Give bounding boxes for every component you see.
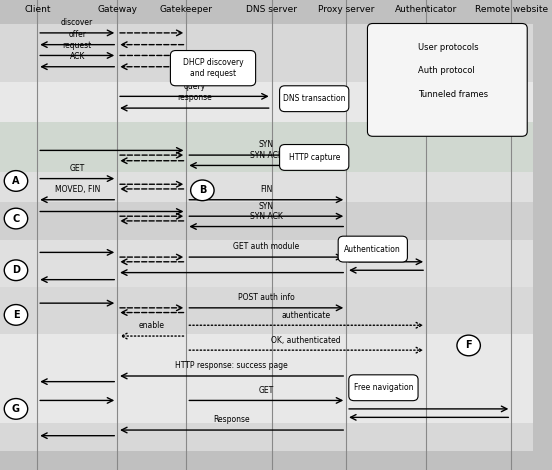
Text: enable: enable	[139, 321, 165, 330]
Text: GET: GET	[70, 164, 85, 173]
Text: B: B	[199, 185, 206, 196]
Text: Gatekeeper: Gatekeeper	[160, 5, 213, 14]
Text: ACK: ACK	[70, 52, 85, 61]
Circle shape	[190, 180, 214, 201]
FancyBboxPatch shape	[171, 51, 256, 86]
Text: OK, authenticated: OK, authenticated	[272, 336, 341, 345]
FancyBboxPatch shape	[368, 24, 527, 136]
Text: DNS server: DNS server	[246, 5, 297, 14]
Bar	[0, 172, 533, 202]
Bar	[0, 24, 533, 82]
Text: MOVED, FIN: MOVED, FIN	[55, 185, 100, 194]
Text: E: E	[13, 310, 19, 320]
FancyBboxPatch shape	[280, 86, 349, 111]
Text: SYN: SYN	[259, 141, 274, 149]
Text: C: C	[12, 213, 20, 224]
Text: DNS transaction: DNS transaction	[283, 94, 346, 103]
Text: query: query	[183, 82, 205, 91]
Bar	[0, 122, 533, 172]
Text: SYN ACK: SYN ACK	[250, 151, 283, 160]
Text: Client: Client	[24, 5, 51, 14]
Text: HTTP response: success page: HTTP response: success page	[176, 361, 288, 370]
Circle shape	[4, 305, 28, 325]
Text: Response: Response	[213, 415, 250, 424]
Text: Auth protocol: Auth protocol	[418, 66, 475, 75]
Text: authenticate: authenticate	[282, 311, 331, 320]
Text: F: F	[465, 340, 472, 351]
Text: POST auth info: POST auth info	[238, 293, 295, 302]
Text: Free navigation: Free navigation	[354, 383, 413, 392]
Circle shape	[4, 260, 28, 281]
Text: GET auth module: GET auth module	[233, 243, 299, 251]
Text: SYN ACK: SYN ACK	[250, 212, 283, 221]
Text: G: G	[12, 404, 20, 414]
Text: DHCP discovery
and request: DHCP discovery and request	[183, 58, 243, 78]
Text: GET: GET	[259, 386, 274, 395]
Text: A: A	[12, 176, 20, 186]
Circle shape	[4, 171, 28, 191]
FancyBboxPatch shape	[338, 236, 407, 262]
Text: Gateway: Gateway	[97, 5, 137, 14]
Circle shape	[457, 335, 480, 356]
Text: Authenticator: Authenticator	[395, 5, 457, 14]
Circle shape	[4, 399, 28, 419]
Text: SYN: SYN	[259, 202, 274, 211]
Bar	[0, 334, 533, 423]
Text: FIN: FIN	[260, 185, 273, 194]
Text: User protocols: User protocols	[418, 42, 479, 52]
Text: Remote website: Remote website	[475, 5, 548, 14]
Text: D: D	[12, 265, 20, 275]
Text: offer: offer	[68, 30, 86, 39]
Bar	[0, 240, 533, 287]
Text: Authentication: Authentication	[344, 244, 401, 254]
Bar	[0, 287, 533, 334]
Text: request: request	[62, 41, 92, 50]
Circle shape	[4, 208, 28, 229]
Bar	[0, 423, 533, 451]
Text: Proxy server: Proxy server	[318, 5, 374, 14]
Bar	[0, 82, 533, 122]
FancyBboxPatch shape	[280, 145, 349, 171]
Text: HTTP capture: HTTP capture	[289, 153, 340, 162]
FancyBboxPatch shape	[349, 375, 418, 400]
Text: Tunneled frames: Tunneled frames	[418, 89, 488, 99]
Text: discover: discover	[61, 18, 93, 27]
Text: response: response	[177, 94, 212, 102]
Bar	[0, 202, 533, 240]
